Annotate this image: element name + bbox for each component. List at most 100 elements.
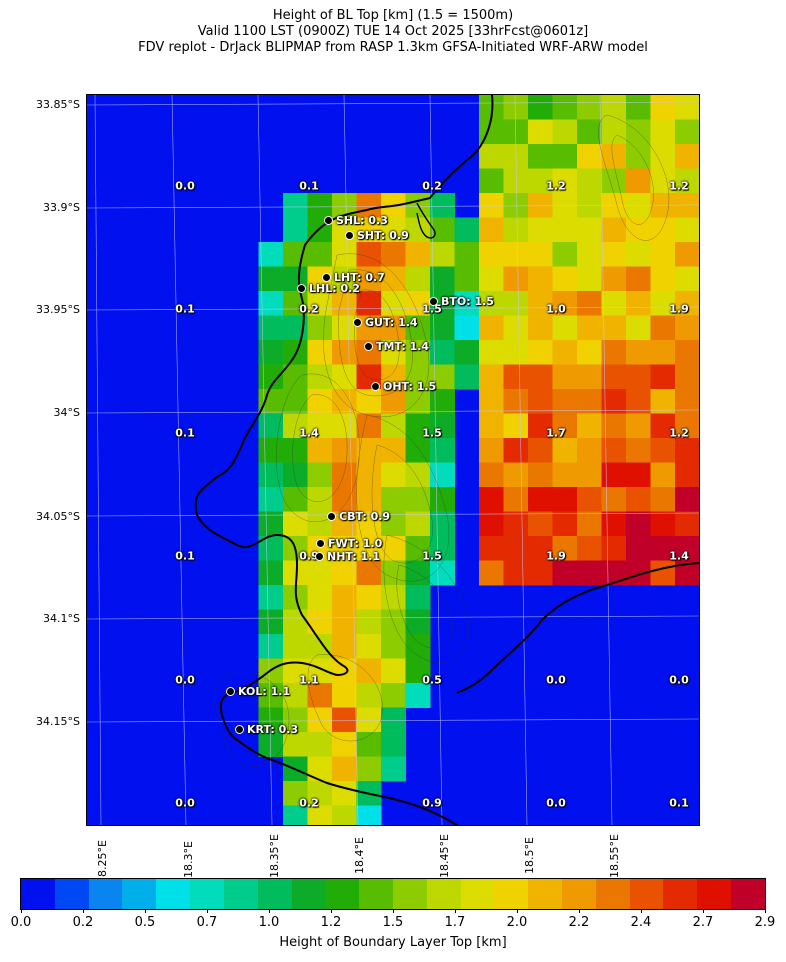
station-marker-gut[interactable]: GUT: 1.4	[353, 316, 418, 329]
value-cell	[626, 291, 651, 316]
value-cell	[405, 413, 431, 439]
value-cell	[503, 364, 529, 390]
value-cell	[479, 217, 504, 243]
value-cell	[405, 315, 431, 341]
value-cell	[650, 291, 676, 316]
value-cell	[283, 462, 308, 488]
colorbar-segment	[325, 879, 360, 909]
false-bay-coast	[456, 562, 699, 694]
colorbar-segment	[595, 879, 630, 909]
graticule	[87, 95, 699, 825]
value-cell	[503, 413, 529, 439]
peninsula-divide	[416, 202, 436, 239]
station-marker-lht[interactable]: LHT: 0.7	[322, 271, 385, 284]
station-marker-cbt[interactable]: CBT: 0.9	[327, 510, 390, 523]
station-marker-bto[interactable]: BTO: 1.5	[429, 295, 494, 308]
grid-value-label: 0.0	[669, 673, 689, 687]
value-cell	[626, 413, 651, 439]
value-cell	[307, 364, 333, 390]
station-marker-krt[interactable]: KRT: 0.3	[235, 723, 298, 736]
value-cell	[650, 560, 676, 586]
value-cell	[650, 217, 676, 243]
value-cell	[601, 462, 627, 488]
value-cell	[503, 389, 529, 414]
value-cell	[332, 707, 357, 733]
colorbar-tick-label: 1.5	[382, 915, 404, 930]
station-dot-icon	[327, 512, 336, 521]
colorbar-tick-label: 2.9	[754, 915, 776, 930]
value-cell	[307, 707, 333, 733]
grid-value-label: 0.0	[546, 796, 566, 810]
value-cell	[577, 168, 602, 194]
colorbar-segment	[223, 879, 258, 909]
station-marker-oht[interactable]: OHT: 1.5	[371, 380, 436, 393]
value-cell	[258, 413, 284, 439]
title-line-3: FDV replot - DrJack BLIPMAP from RASP 1.…	[138, 40, 648, 55]
value-cell	[356, 413, 382, 439]
value-cell	[577, 242, 602, 267]
value-cell	[552, 242, 578, 267]
value-cell	[503, 266, 529, 292]
value-cell	[577, 217, 602, 243]
station-marker-kol[interactable]: KOL: 1.1	[226, 685, 291, 698]
station-label: NHT: 1.1	[327, 550, 381, 563]
value-cell	[332, 756, 357, 782]
value-cell	[577, 389, 602, 414]
value-cell	[626, 242, 651, 267]
value-cell	[307, 560, 333, 586]
station-dot-icon	[364, 342, 373, 351]
value-cell	[577, 364, 602, 390]
station-marker-lhl[interactable]: LHL: 0.2	[297, 282, 360, 295]
value-cell	[430, 462, 455, 488]
grid-value-label: 0.1	[175, 426, 195, 440]
value-cell	[479, 462, 504, 488]
value-cell	[381, 364, 406, 390]
colorbar-segment	[156, 879, 191, 909]
station-marker-sht[interactable]: SHT: 0.9	[345, 229, 409, 242]
value-cell	[601, 291, 627, 316]
station-marker-fwt[interactable]: FWT: 1.0	[316, 537, 383, 550]
value-cell	[601, 560, 627, 586]
lat-label: 34°S	[53, 406, 80, 419]
lat-label: 34.15°S	[36, 715, 80, 728]
station-dot-icon	[235, 725, 244, 734]
grid-value-label: 1.2	[669, 426, 689, 440]
station-label: FWT: 1.0	[328, 537, 383, 550]
value-cell	[307, 315, 333, 341]
value-cell	[552, 217, 578, 243]
colorbar-segment	[88, 879, 123, 909]
value-cell	[332, 732, 357, 757]
value-cell	[307, 389, 333, 414]
grid-value-label: 1.5	[422, 549, 442, 563]
grid-value-label: 1.2	[669, 179, 689, 193]
colorbar-tick	[83, 909, 84, 913]
station-dot-icon	[315, 552, 324, 561]
station-label: GUT: 1.4	[365, 316, 418, 329]
value-cell	[552, 487, 578, 512]
station-label: KOL: 1.1	[238, 685, 291, 698]
colorbar-segment	[392, 879, 427, 909]
station-marker-shl[interactable]: SHL: 0.3	[324, 214, 388, 227]
grid-value-label: 0.0	[546, 673, 566, 687]
map-panel[interactable]: 0.0 0.1 0.2 1.2 1.2 0.1 0.2 1.5 1.0 1.9 …	[86, 94, 700, 826]
colorbar-title: Height of Boundary Layer Top [km]	[279, 935, 507, 950]
value-cell	[675, 266, 699, 292]
value-cell	[675, 193, 699, 218]
value-cell	[528, 217, 553, 243]
station-dot-icon	[345, 231, 354, 240]
value-cell	[503, 560, 529, 586]
value-cell	[552, 511, 578, 537]
station-marker-nht[interactable]: NHT: 1.1	[315, 550, 381, 563]
lat-label: 33.85°S	[36, 98, 80, 111]
value-cell	[552, 168, 578, 194]
value-cell	[356, 193, 382, 218]
grid-value-label: 1.2	[546, 179, 566, 193]
value-cell	[405, 487, 431, 512]
station-label: SHL: 0.3	[336, 214, 388, 227]
value-cell	[283, 683, 308, 708]
grid-value-label: 1.5	[422, 426, 442, 440]
value-cell	[601, 340, 627, 365]
value-cell	[356, 805, 382, 825]
station-marker-tmt[interactable]: TMT: 1.4	[364, 340, 429, 353]
value-cell	[503, 193, 529, 218]
